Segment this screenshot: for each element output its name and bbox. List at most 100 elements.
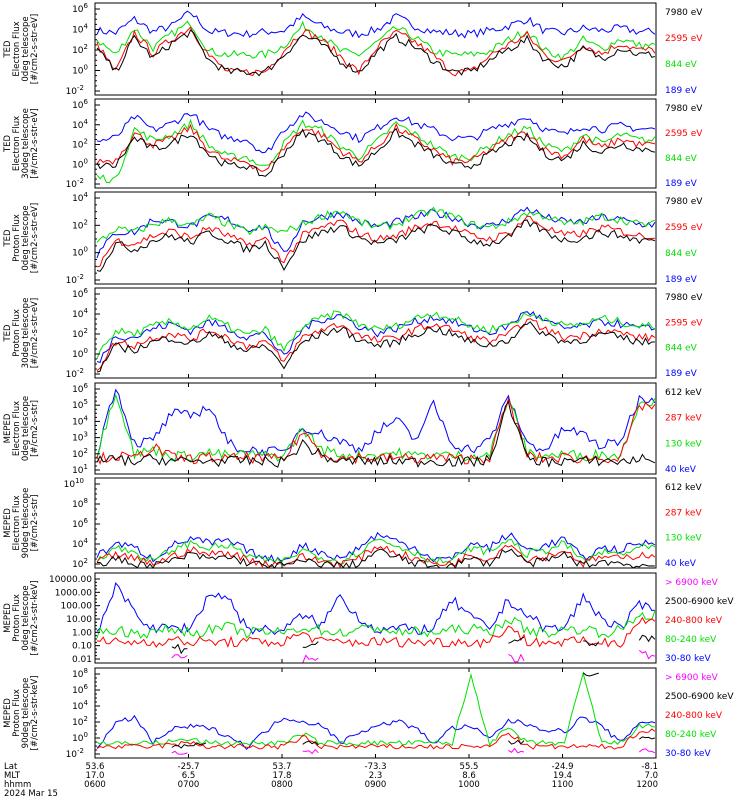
x-hhmm-label: 0800 (271, 780, 293, 790)
y-axis-label-line: Electron Flux (12, 21, 22, 76)
legend-entry: 40 keV (665, 559, 697, 569)
series-line-612-kev (97, 548, 655, 570)
series-line-2500-6900-kev (171, 672, 656, 749)
series-line--6900-kev (171, 649, 656, 664)
panel-5: 106 105 104 103 102 101 MEPED Electron Flux 0deg… (3, 382, 702, 476)
y-axis-label-line: Proton Flux (12, 594, 22, 642)
y-axis-label-line: Proton Flux (12, 689, 22, 737)
y-tick-label: 106 (72, 287, 88, 300)
y-tick-label: 106 (72, 683, 88, 696)
series-line-2595-ev (96, 26, 656, 77)
y-tick-label: 100.00 (61, 602, 93, 612)
y-tick-label: 10-2 (66, 84, 84, 97)
legend-entry: 2595 eV (665, 223, 703, 233)
y-axis-label-line: 30deg telescope (21, 108, 31, 179)
y-tick-label: 10-2 (66, 367, 84, 380)
y-tick-label: 106 (72, 98, 88, 111)
panel-8: 108 106 104 102 100 10-2 MEPED Proton Flux 90deg… (3, 667, 734, 760)
series-line-189-ev (96, 311, 656, 364)
x-hhmm-label: 1100 (552, 780, 574, 790)
y-tick-label: 102 (72, 715, 88, 728)
legend-entry: > 6900 keV (665, 673, 719, 683)
y-tick-label: 1.00 (72, 628, 92, 638)
series-line-844-ev (96, 118, 656, 184)
x-lat-label: -24.9 (552, 762, 574, 772)
series-line-2595-ev (96, 122, 656, 173)
y-tick-label: 10000.00 (49, 575, 92, 585)
y-axis-label-line: MEPED (3, 698, 13, 728)
x-lat-label: -73.3 (365, 762, 387, 772)
series-line-2595-ev (96, 318, 656, 372)
x-mlt-label: 2.3 (369, 771, 383, 781)
y-axis-label-line: 0deg telescope (21, 205, 31, 270)
x-row-label: Lat (4, 762, 18, 772)
series-line-612-kev (96, 400, 656, 468)
panel-frame (94, 572, 657, 664)
y-axis-label: MEPED Electron Flux 90deg telescope [#/cm2-… (3, 488, 40, 559)
y-axis-label-line: [#/cm2-s-str] (30, 495, 40, 552)
legend-entry: 612 keV (665, 388, 702, 398)
legend-entry: 7980 eV (665, 8, 703, 18)
series-line-189-ev (96, 10, 656, 39)
y-tick-label: 108 (72, 497, 88, 510)
legend-entry: 612 keV (665, 483, 702, 493)
y-axis-label-line: 30deg telescope (21, 298, 31, 369)
y-axis-label-line: 90deg telescope (21, 488, 31, 559)
x-mlt-label: 6.5 (182, 771, 196, 781)
series-line-40-kev (96, 388, 656, 458)
y-tick-label: 102 (72, 138, 88, 151)
x-mlt-label: 17.0 (86, 771, 105, 781)
panel-7: 10000.00 1000.00 100.00 10.00 1.00 0.10 0.01 ME… (3, 572, 734, 665)
y-tick-label: 10.00 (66, 615, 92, 625)
x-row-label: 2024 Mar 15 (4, 789, 58, 799)
y-tick-label: 102 (72, 218, 88, 231)
panel-3: 104 102 100 10-2 TED Proton Flux 0deg telescop… (3, 191, 703, 286)
y-axis-label: MEPED Proton Flux 0deg telescope [#/cm2-s-s… (3, 581, 40, 656)
y-tick-label: 108 (72, 667, 88, 680)
y-tick-label: 104 (72, 118, 88, 131)
y-tick-label: 1000.00 (55, 588, 92, 598)
series-line-130-kev (96, 538, 656, 566)
y-tick-label: 104 (72, 23, 88, 36)
y-tick-label: 100 (72, 157, 88, 170)
panel-frame (94, 287, 657, 379)
legend-entry: 189 eV (665, 275, 698, 285)
legend-entry: 844 eV (665, 344, 698, 354)
y-axis-label-line: [#/cm2-s-str-eV] (30, 298, 40, 368)
series-line-287-kev (96, 397, 656, 466)
series-line--6900-kev (171, 747, 656, 755)
y-axis-label-line: [#/cm2-s-str-keV] (30, 676, 40, 751)
x-mlt-label: 8.6 (462, 771, 476, 781)
y-axis-label-line: 90deg telescope (21, 678, 31, 749)
series-line-80-240-kev (96, 610, 656, 639)
series-line-287-kev (96, 544, 656, 569)
legend-entry: 2500-6900 keV (665, 692, 734, 702)
legend-entry: 7980 eV (665, 197, 703, 207)
series-line-40-kev (96, 531, 656, 564)
y-axis-label-line: Electron Flux (12, 401, 22, 456)
panel-frame (94, 2, 657, 96)
y-tick-label: 102 (72, 447, 88, 460)
y-tick-label: 102 (72, 557, 88, 570)
y-axis-label-line: MEPED (3, 413, 13, 443)
y-axis-label: TED Electron Flux 0deg telescope [#/cm2-s-s… (3, 14, 40, 84)
y-axis-label-line: [#/cm2-s-str] (30, 400, 40, 457)
series-line-7980-ev (96, 29, 656, 77)
legend-entry: 7980 eV (665, 104, 703, 114)
legend-entry: 2595 eV (665, 318, 703, 328)
x-lat-label: 55.5 (460, 762, 479, 772)
legend-entry: 189 eV (665, 369, 698, 379)
y-tick-label: 104 (72, 699, 88, 712)
y-tick-label: 100 (72, 731, 88, 744)
legend-entry: 287 keV (665, 508, 702, 518)
y-axis-label-line: MEPED (3, 508, 13, 538)
y-axis-label-line: [#/cm2-s-str-keV] (30, 581, 40, 656)
y-tick-label: 106 (72, 2, 88, 15)
legend-entry: 40 keV (665, 465, 697, 475)
legend-entry: 80-240 keV (665, 635, 717, 645)
legend-entry: 844 eV (665, 249, 698, 259)
y-tick-label: 101 (72, 463, 88, 476)
legend-entry: 189 eV (665, 179, 698, 189)
series-line-2500-6900-kev (171, 634, 656, 655)
